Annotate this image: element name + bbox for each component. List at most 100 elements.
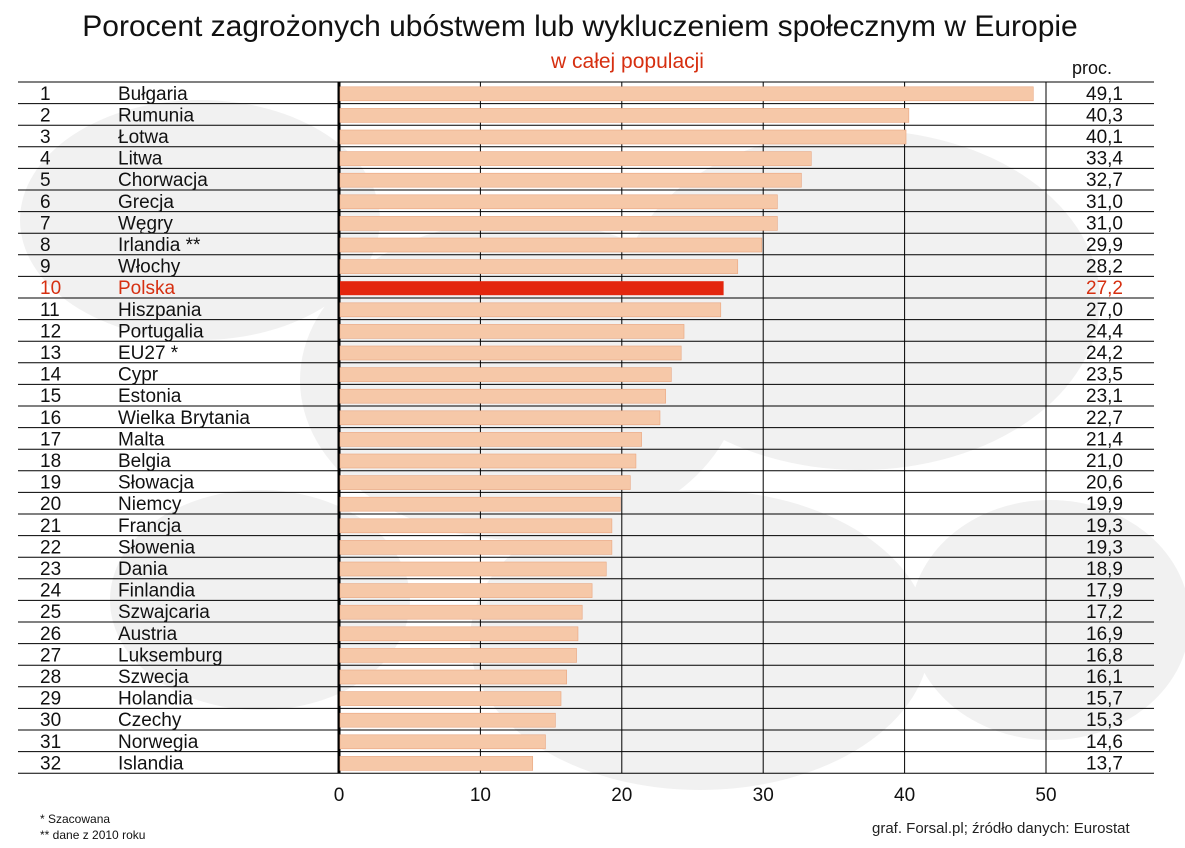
country-label: Irlandia ** (118, 235, 201, 256)
bar (339, 712, 556, 728)
country-label: Belgia (118, 451, 171, 472)
x-axis-ticks: 0 10 20 30 40 50 (334, 785, 1057, 806)
country-label: Szwecja (118, 667, 189, 688)
unit-label: proc. (1072, 58, 1113, 78)
rank-label: 27 (40, 645, 61, 666)
value-label: 23,5 (1086, 365, 1123, 386)
bar (339, 151, 812, 166)
country-label: Polska (118, 278, 175, 299)
rank-label: 32 (40, 753, 61, 774)
rank-label: 20 (40, 494, 61, 515)
bar (339, 129, 907, 145)
value-label: 20,6 (1086, 473, 1123, 494)
bar (339, 540, 613, 555)
value-label: 27,0 (1086, 300, 1123, 321)
chart-subtitle: w całej populacji (551, 50, 704, 73)
x-tick-label: 10 (470, 785, 491, 806)
bar (339, 345, 682, 361)
bar (339, 518, 613, 534)
bar (339, 756, 534, 771)
value-label: 19,3 (1086, 537, 1123, 558)
rank-label: 12 (40, 321, 61, 342)
value-label: 24,4 (1086, 321, 1123, 342)
country-label: Malta (118, 429, 165, 450)
bar (339, 194, 778, 210)
country-label: Niemcy (118, 494, 182, 515)
bar (339, 626, 579, 642)
bar (339, 604, 583, 620)
value-label: 15,3 (1086, 710, 1123, 731)
bar (339, 669, 567, 685)
rank-label: 9 (40, 257, 51, 278)
rank-label: 13 (40, 343, 61, 364)
value-label: 32,7 (1086, 170, 1123, 191)
rank-label: 21 (40, 516, 61, 537)
bar (339, 561, 607, 577)
country-label: Hiszpania (118, 300, 202, 321)
rank-label: 6 (40, 192, 51, 213)
value-label: 17,9 (1086, 581, 1123, 602)
bar (339, 86, 1034, 102)
value-label: 13,7 (1086, 753, 1123, 774)
rank-label: 22 (40, 537, 61, 558)
rank-label: 15 (40, 386, 61, 407)
value-label: 19,3 (1086, 516, 1123, 537)
bar (339, 302, 722, 318)
rank-label: 5 (40, 170, 51, 191)
country-label: Francja (118, 516, 182, 537)
rank-label: 31 (40, 732, 61, 753)
country-label: Szwajcaria (118, 602, 210, 623)
bar (339, 475, 631, 490)
country-label: Wielka Brytania (118, 408, 250, 429)
value-label: 21,4 (1086, 429, 1123, 450)
rank-label: 2 (40, 105, 51, 126)
bar (339, 734, 546, 750)
rank-label: 26 (40, 624, 61, 645)
country-label: Włochy (118, 257, 181, 278)
rank-label: 3 (40, 127, 51, 148)
country-label: Węgry (118, 213, 173, 234)
rank-label: 1 (40, 84, 51, 105)
x-tick-label: 30 (753, 785, 774, 806)
rank-label: 25 (40, 602, 61, 623)
value-label: 31,0 (1086, 192, 1123, 213)
country-label: Austria (118, 624, 178, 645)
chart-title: Porocent zagrożonych ubóstwem lub wykluc… (82, 10, 1078, 43)
country-label: Norwegia (118, 732, 199, 753)
country-label: Chorwacja (118, 170, 208, 191)
rank-label: 7 (40, 213, 51, 234)
bar (339, 648, 577, 663)
value-label: 15,7 (1086, 689, 1123, 710)
rank-label: 18 (40, 451, 61, 472)
rank-label: 8 (40, 235, 51, 256)
bar (339, 259, 739, 274)
bar (339, 691, 562, 706)
country-label: Łotwa (118, 127, 169, 148)
country-label: Holandia (118, 689, 193, 710)
country-label: EU27 * (118, 343, 179, 364)
rank-label: 23 (40, 559, 61, 580)
value-label: 40,3 (1086, 105, 1123, 126)
x-tick-label: 40 (894, 785, 915, 806)
country-label: Dania (118, 559, 168, 580)
rank-label: 10 (40, 278, 61, 299)
bar (339, 216, 778, 231)
value-label: 22,7 (1086, 408, 1123, 429)
value-label: 29,9 (1086, 235, 1123, 256)
value-label: 17,2 (1086, 602, 1123, 623)
value-label: 23,1 (1086, 386, 1123, 407)
rank-label: 16 (40, 408, 61, 429)
rank-label: 14 (40, 365, 62, 386)
rank-label: 30 (40, 710, 61, 731)
bar (339, 172, 802, 188)
value-label: 28,2 (1086, 257, 1123, 278)
value-label: 14,6 (1086, 732, 1123, 753)
country-label: Rumunia (118, 105, 194, 126)
value-label: 31,0 (1086, 213, 1123, 234)
bar-highlighted (340, 281, 724, 296)
bar (339, 453, 637, 469)
value-label: 40,1 (1086, 127, 1123, 148)
x-tick-label: 20 (611, 785, 632, 806)
value-label: 27,2 (1086, 278, 1123, 299)
